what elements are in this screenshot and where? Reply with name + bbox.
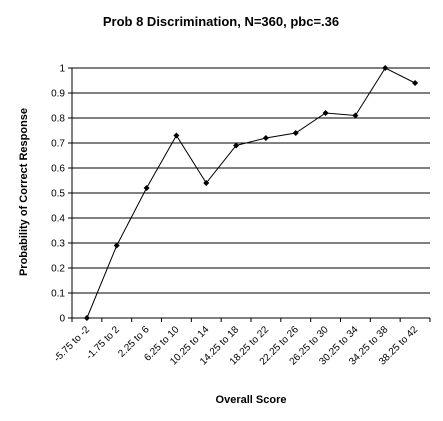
data-point (262, 135, 269, 141)
data-point (412, 80, 419, 86)
y-axis-title: Probability of Correct Response (18, 108, 30, 276)
y-tick-label: 0.5 (51, 189, 65, 200)
gridlines (72, 67, 430, 294)
series (83, 65, 419, 321)
data-point (292, 130, 299, 136)
data-point (352, 112, 359, 119)
y-tick-label: 0.9 (51, 89, 65, 100)
axes (68, 67, 431, 322)
y-tick-label: 0.7 (51, 139, 65, 150)
chart-title: Prob 8 Discrimination, N=360, pbc=.36 (103, 14, 339, 29)
y-tick-label: 0.3 (51, 239, 65, 250)
y-tick-labels: 0 0.1 0.2 0.3 0.4 0.5 0.6 0.7 0.8 0.9 1 (51, 64, 65, 325)
y-tick-label: 0.6 (51, 164, 65, 175)
x-tick-label: -1.75 to 2 (84, 324, 122, 362)
data-point (233, 142, 240, 149)
data-point (113, 242, 120, 249)
y-tick-label: 0.8 (51, 114, 65, 125)
y-tick-label: 0.2 (51, 264, 65, 275)
data-point (83, 315, 90, 321)
y-tick-label: 1 (59, 64, 65, 75)
y-tick-label: 0.1 (51, 289, 65, 300)
data-point (173, 132, 180, 139)
y-tick-label: 0.4 (51, 214, 65, 225)
y-tick-label: 0 (59, 314, 65, 325)
series-line (86, 67, 416, 319)
data-point (203, 180, 210, 186)
data-point (143, 185, 150, 191)
x-tick-labels: -5.75 to -2-1.75 to 22.25 to 66.25 to 10… (52, 324, 420, 367)
data-point (322, 110, 329, 116)
x-tick-label: -5.75 to -2 (52, 324, 92, 364)
x-axis-title: Overall Score (216, 394, 287, 406)
data-point (382, 65, 389, 71)
